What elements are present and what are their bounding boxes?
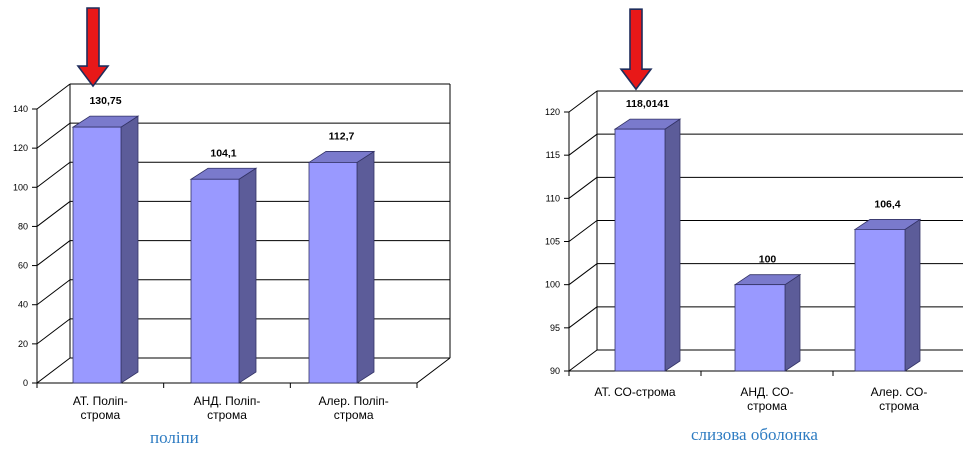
y-tick-label: 0 (23, 378, 28, 388)
gridline-side (36, 279, 71, 306)
gridline-side (568, 220, 598, 242)
bar-side (356, 150, 375, 384)
bar-side (238, 167, 257, 384)
bar (72, 126, 122, 384)
y-tick-label: 110 (546, 193, 560, 203)
bar-side (120, 115, 139, 384)
gridline-side (36, 357, 71, 384)
gridline-side (568, 133, 598, 156)
y-tick-label: 40 (18, 300, 28, 310)
gridline-side (36, 83, 71, 110)
bar-side (904, 218, 921, 372)
gridline-side (36, 201, 71, 227)
data-label: 104,1 (210, 147, 236, 159)
polyps-caption: поліпи (150, 428, 199, 447)
x-tick-label: строма (80, 408, 120, 422)
mucosa-bar-chart: 90 95 100 105 110 115 120 118,0141 АТ. СО-строма… (545, 8, 963, 413)
gridline-side (568, 349, 598, 372)
x-tick-label: строма (334, 408, 374, 422)
x-tick-label: строма (747, 399, 787, 413)
bar (308, 162, 358, 384)
data-label: 118,0141 (626, 98, 669, 110)
y-tick-label: 120 (545, 107, 560, 117)
highlight-arrow (619, 8, 653, 91)
y-tick-label: 90 (550, 366, 560, 376)
y-tick-label: 105 (545, 237, 560, 247)
x-tick-label: строма (879, 399, 919, 413)
gridline-side (568, 90, 598, 113)
y-tick-label: 80 (18, 221, 28, 231)
gridline-side (36, 240, 71, 266)
data-label: 130,75 (89, 95, 121, 107)
gridline-side (36, 318, 71, 345)
bar-side (664, 118, 681, 372)
x-tick-label: строма (207, 408, 247, 422)
bar (614, 128, 666, 372)
x-tick-label: АТ. СО-строма (594, 385, 676, 399)
bar (854, 229, 906, 372)
mucosa-caption: слизова оболонка (691, 425, 818, 444)
bar (190, 178, 240, 384)
y-tick-label: 60 (18, 261, 28, 271)
y-tick-label: 95 (550, 323, 560, 333)
gridline-side (568, 176, 598, 199)
highlight-arrow (76, 7, 110, 88)
gridline-side (36, 161, 71, 188)
gridline-side (568, 306, 598, 329)
x-tick-label: АТ. Поліп- (73, 394, 128, 408)
polyps-bar-chart: 0 20 40 60 80 100 120 140 130,75 АТ. Поліп-строма… (13, 7, 451, 422)
gridline-side (568, 263, 598, 286)
gridline-side (36, 122, 71, 149)
x-tick-label: Алер. СО- (871, 385, 928, 399)
data-label: 100 (759, 254, 777, 266)
y-tick-label: 115 (546, 150, 560, 160)
data-label: 112,7 (329, 130, 355, 142)
bar-side (784, 273, 801, 372)
y-tick-label: 20 (18, 339, 28, 349)
y-tick-label: 100 (13, 182, 28, 192)
data-label: 106,4 (874, 198, 900, 210)
x-tick-label: Алер. Поліп- (319, 394, 389, 408)
x-tick-label: АНД. Поліп- (194, 394, 261, 408)
bar (734, 284, 786, 372)
y-tick-label: 120 (13, 143, 28, 153)
y-tick-label: 140 (13, 104, 28, 114)
y-tick-label: 100 (545, 280, 560, 290)
x-tick-label: АНД. СО- (740, 385, 793, 399)
